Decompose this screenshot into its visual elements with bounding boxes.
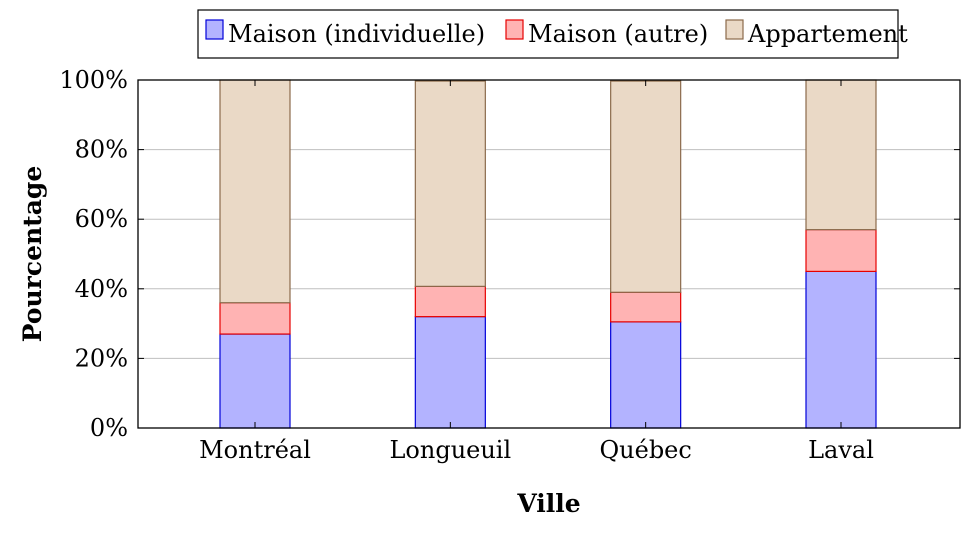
bars <box>219 79 877 429</box>
bar-segment <box>805 79 877 231</box>
legend-label: Appartement <box>747 20 908 48</box>
legend-swatch <box>505 19 524 40</box>
y-tick-label: 0% <box>90 414 128 442</box>
legend-swatch <box>725 19 744 40</box>
bar-segment <box>805 229 877 272</box>
x-category-label: Québec <box>599 436 691 464</box>
legend: Maison (individuelle) Maison (autre) Appar… <box>197 9 908 59</box>
x-category-label: Montréal <box>199 436 311 464</box>
bar-segment <box>414 80 486 287</box>
bar-segment <box>414 316 486 429</box>
legend-swatch <box>205 19 224 40</box>
y-tick-label: 100% <box>59 66 128 94</box>
bar-segment <box>805 270 877 429</box>
bar-segment <box>219 333 291 429</box>
bar-segment <box>219 302 291 335</box>
x-category-label: Longueuil <box>389 436 511 464</box>
bar-segment <box>610 291 682 323</box>
bar-segment <box>610 321 682 429</box>
y-tick-label: 40% <box>75 275 128 303</box>
legend-label: Maison (autre) <box>528 20 708 48</box>
x-axis-title: Ville <box>516 489 580 518</box>
ticks: 0% 20% 40% 60% 80% 100% Montréal Longueuil Québe… <box>59 66 960 464</box>
y-tick-label: 20% <box>75 344 128 372</box>
y-tick-label: 60% <box>75 205 128 233</box>
y-tick-label: 80% <box>75 136 128 164</box>
legend-box <box>197 9 899 59</box>
y-axis-title: Pourcentage <box>18 166 47 343</box>
bar-segment <box>414 285 486 318</box>
bar-segment <box>610 80 682 293</box>
plot-frame <box>137 79 961 429</box>
x-category-label: Laval <box>808 436 874 464</box>
legend-label: Maison (individuelle) <box>228 20 485 48</box>
bar-segment <box>219 79 291 304</box>
